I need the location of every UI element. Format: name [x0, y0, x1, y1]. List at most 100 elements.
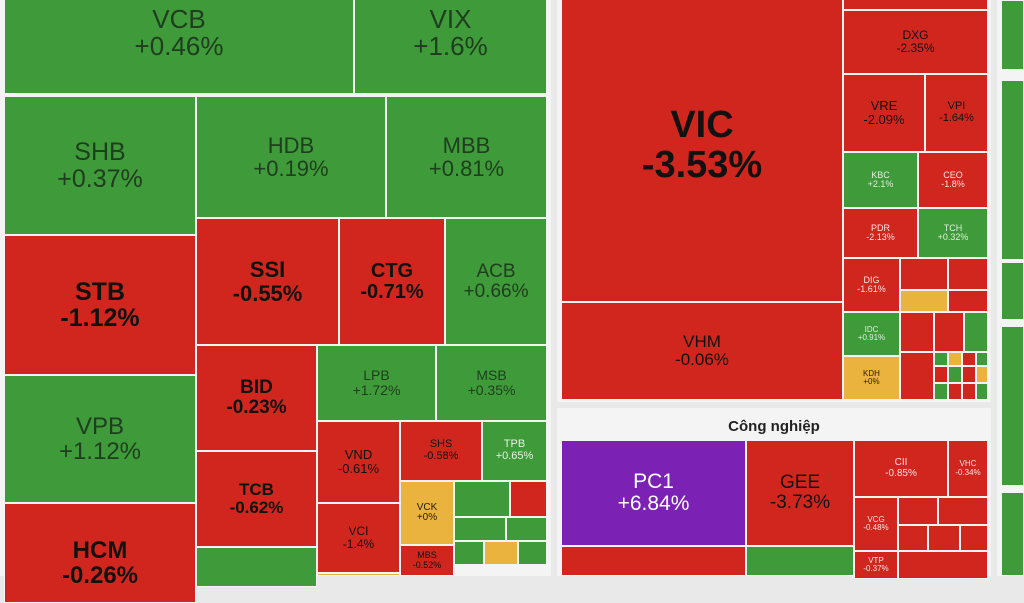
stock-symbol: VND: [344, 447, 373, 463]
stock-tile-pdr[interactable]: PDR -2.13%: [843, 208, 918, 258]
stock-tile-pc1[interactable]: PC1 +6.84%: [561, 440, 746, 546]
stock-change: -3.73%: [769, 492, 831, 513]
stock-tile-tch[interactable]: TCH +0.32%: [918, 208, 988, 258]
stock-tile-bid[interactable]: BID -0.23%: [196, 345, 317, 451]
stock-tile-small[interactable]: [900, 290, 948, 312]
stock-tile-idc[interactable]: IDC +0.91%: [843, 312, 900, 356]
stock-symbol: DXG: [902, 28, 929, 43]
stock-tile-small[interactable]: [938, 497, 988, 525]
stock-tile-small[interactable]: [506, 517, 547, 541]
stock-tile-small[interactable]: [948, 383, 962, 400]
stock-tile-vpb[interactable]: VPB +1.12%: [4, 375, 196, 503]
stock-symbol: VHC: [959, 459, 977, 469]
stock-tile-lpb[interactable]: LPB +1.72%: [317, 345, 436, 421]
stock-change: -1.8%: [941, 179, 965, 189]
stock-symbol: VIC: [670, 104, 734, 147]
stock-tile-ssi[interactable]: SSI -0.55%: [196, 218, 339, 345]
stock-tile-small[interactable]: [484, 541, 518, 565]
stock-symbol: MBB: [442, 132, 491, 158]
stock-tile-vcg[interactable]: VCG -0.48%: [854, 497, 898, 551]
stock-tile-small[interactable]: [900, 312, 934, 352]
stock-tile-edge[interactable]: [1001, 262, 1024, 320]
stock-tile-small[interactable]: [976, 366, 988, 383]
stock-tile-stb[interactable]: STB -1.12%: [4, 235, 196, 375]
stock-tile-small[interactable]: [976, 383, 988, 400]
stock-tile-vpi[interactable]: VPI -1.64%: [925, 74, 988, 152]
stock-symbol: HDB: [267, 132, 315, 158]
stock-tile-dxg[interactable]: DXG -2.35%: [843, 10, 988, 74]
stock-tile-vcb[interactable]: VCB +0.46%: [4, 0, 354, 94]
stock-change: -0.37%: [863, 564, 889, 573]
stock-tile-gee[interactable]: GEE -3.73%: [746, 440, 854, 546]
stock-tile-mbs[interactable]: MBS -0.52%: [400, 545, 454, 576]
stock-tile-unlabeled[interactable]: [196, 547, 317, 587]
stock-tile-vci[interactable]: VCI -1.4%: [317, 503, 400, 573]
stock-tile-ceo[interactable]: CEO -1.8%: [918, 152, 988, 208]
stock-tile-small[interactable]: [962, 383, 976, 400]
stock-change: +0.65%: [495, 450, 534, 462]
stock-tile-vtp[interactable]: VTP -0.37%: [854, 551, 898, 579]
stock-tile-small[interactable]: [960, 525, 988, 551]
stock-tile-small[interactable]: [454, 517, 506, 541]
stock-tile-small[interactable]: [934, 352, 948, 366]
stock-tile-dig[interactable]: DIG -1.61%: [843, 258, 900, 312]
stock-tile-small[interactable]: [962, 366, 976, 383]
stock-change: -0.55%: [232, 280, 303, 306]
stock-tile-small[interactable]: [746, 546, 854, 576]
stock-symbol: GEE: [779, 472, 821, 494]
stock-tile-small[interactable]: [934, 312, 964, 352]
stock-tile-hdb[interactable]: HDB +0.19%: [196, 96, 386, 218]
stock-symbol: LPB: [363, 367, 390, 384]
stock-tile-small[interactable]: [964, 312, 988, 352]
stock-tile-small[interactable]: [898, 497, 938, 525]
stock-symbol: MBS: [417, 550, 437, 561]
stock-tile-small[interactable]: [934, 366, 948, 383]
stock-tile-vre[interactable]: VRE -2.09%: [843, 74, 925, 152]
stock-tile-vhc[interactable]: VHC -0.34%: [948, 440, 988, 497]
stock-tile-small[interactable]: [510, 481, 547, 517]
stock-tile-edge[interactable]: [1001, 492, 1024, 576]
stock-tile-vhm[interactable]: VHM -0.06%: [561, 302, 843, 400]
stock-tile-mbb[interactable]: MBB +0.81%: [386, 96, 547, 218]
stock-tile-small[interactable]: [948, 366, 962, 383]
stock-tile-acb[interactable]: ACB +0.66%: [445, 218, 547, 345]
stock-tile-vck[interactable]: VCK +0%: [400, 481, 454, 545]
stock-tile-vic[interactable]: VIC -3.53%: [561, 0, 843, 302]
stock-tile-shb[interactable]: SHB +0.37%: [4, 96, 196, 235]
stock-tile-small[interactable]: [962, 352, 976, 366]
stock-tile-edge[interactable]: [1001, 326, 1024, 486]
stock-tile-small[interactable]: [928, 525, 960, 551]
stock-tile-tcb[interactable]: TCB -0.62%: [196, 451, 317, 547]
stock-symbol: KBC: [871, 169, 890, 180]
stock-tile-small[interactable]: [948, 290, 988, 312]
stock-tile-small[interactable]: [843, 0, 988, 10]
stock-tile-shs[interactable]: SHS -0.58%: [400, 421, 482, 481]
stock-tile-small[interactable]: [898, 551, 988, 579]
stock-tile-small[interactable]: [454, 541, 484, 565]
stock-tile-small[interactable]: [900, 352, 934, 400]
stock-tile-edge[interactable]: [1001, 0, 1024, 70]
stock-tile-small[interactable]: [561, 546, 746, 576]
stock-change: +0%: [416, 512, 438, 523]
stock-tile-small[interactable]: [948, 352, 962, 366]
stock-tile-cii[interactable]: CII -0.85%: [854, 440, 948, 497]
stock-tile-tpb[interactable]: TPB +0.65%: [482, 421, 547, 481]
stock-tile-small[interactable]: [948, 258, 988, 290]
stock-tile-small[interactable]: [900, 258, 948, 290]
stock-tile-vix[interactable]: VIX +1.6%: [354, 0, 547, 94]
stock-change: +0.66%: [463, 280, 529, 302]
stock-tile-small[interactable]: [518, 541, 547, 565]
stock-tile-vnd[interactable]: VND -0.61%: [317, 421, 400, 503]
stock-tile-small[interactable]: [454, 481, 510, 517]
stock-tile-hcm[interactable]: HCM -0.26%: [4, 503, 196, 603]
stock-tile-ctg[interactable]: CTG -0.71%: [339, 218, 445, 345]
stock-tile-kbc[interactable]: KBC +2.1%: [843, 152, 918, 208]
stock-tile-small[interactable]: [898, 525, 928, 551]
stock-tile-kdh[interactable]: KDH +0%: [843, 356, 900, 400]
stock-symbol: VPB: [75, 412, 125, 440]
stock-tile-small[interactable]: [976, 352, 988, 366]
stock-tile-msb[interactable]: MSB +0.35%: [436, 345, 547, 421]
stock-tile-small[interactable]: [934, 383, 948, 400]
stock-symbol: VCB: [152, 3, 206, 34]
stock-tile-edge[interactable]: [1001, 80, 1024, 260]
